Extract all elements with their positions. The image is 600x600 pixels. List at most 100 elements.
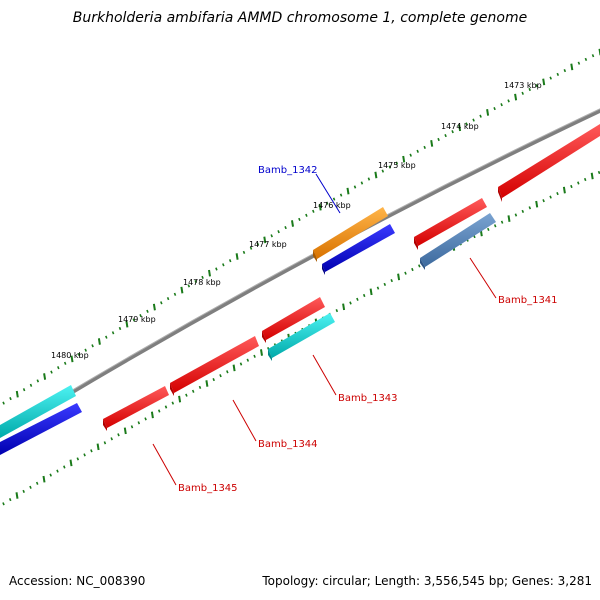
tick-mark bbox=[465, 122, 468, 126]
tick-mark bbox=[63, 465, 66, 469]
tick-mark bbox=[500, 220, 504, 224]
tick-mark bbox=[528, 206, 532, 210]
inner-tick-track bbox=[2, 170, 600, 506]
tick-mark bbox=[178, 395, 182, 403]
callout-line-bamb-1343 bbox=[312, 354, 337, 396]
tick-mark bbox=[194, 280, 197, 284]
chromosome-backbone-highlight bbox=[0, 108, 600, 435]
tick-mark bbox=[514, 213, 518, 217]
tick-mark bbox=[263, 236, 267, 244]
tick-mark bbox=[96, 443, 100, 451]
tick-mark bbox=[570, 63, 574, 71]
tick-mark bbox=[212, 378, 215, 382]
tick-mark bbox=[590, 172, 594, 180]
scale-label-1474: 1474 kbp bbox=[441, 122, 479, 131]
callout-line-bamb-1344 bbox=[232, 399, 257, 442]
outer-tick-track bbox=[2, 48, 600, 405]
tick-mark bbox=[570, 184, 573, 189]
tick-mark bbox=[35, 481, 39, 485]
tick-mark bbox=[201, 275, 204, 279]
callout-line-bamb-1342 bbox=[315, 173, 341, 214]
tick-mark bbox=[166, 297, 170, 301]
tick-mark bbox=[409, 153, 412, 157]
tick-mark bbox=[260, 349, 263, 356]
gene-feature-bamb-1343[interactable] bbox=[268, 313, 335, 361]
tick-mark bbox=[591, 54, 595, 58]
gene-feature-bamb-1341-red[interactable] bbox=[414, 198, 487, 250]
tick-mark bbox=[118, 326, 122, 331]
genome-summary-text: Topology: circular; Length: 3,556,545 bp… bbox=[262, 574, 592, 588]
scale-label-1475: 1475 kbp bbox=[378, 161, 416, 170]
gene-feature-bamb-1341[interactable] bbox=[420, 213, 496, 270]
tick-mark bbox=[437, 137, 440, 142]
tick-mark bbox=[472, 118, 475, 122]
tick-mark bbox=[57, 366, 60, 370]
tick-mark bbox=[342, 303, 346, 311]
tick-mark bbox=[458, 124, 462, 132]
tick-mark bbox=[15, 492, 19, 499]
tick-mark bbox=[346, 187, 350, 195]
tick-mark bbox=[430, 140, 434, 147]
tick-mark bbox=[208, 269, 211, 277]
tick-mark bbox=[97, 338, 101, 345]
tick-mark bbox=[390, 279, 393, 283]
tick-mark bbox=[191, 389, 195, 393]
tick-mark bbox=[535, 200, 539, 208]
tick-mark bbox=[556, 72, 560, 76]
gene-feature-bamb-1344[interactable] bbox=[170, 336, 259, 396]
tick-mark bbox=[43, 373, 47, 380]
tick-mark bbox=[369, 288, 373, 296]
tick-mark bbox=[180, 286, 184, 294]
gene-feature-blue-center[interactable] bbox=[322, 224, 395, 275]
tick-mark bbox=[157, 409, 161, 413]
gene-label-bamb-1341[interactable]: Bamb_1341 bbox=[498, 295, 558, 306]
tick-mark bbox=[242, 250, 246, 254]
tick-mark bbox=[152, 303, 156, 311]
tick-mark bbox=[84, 348, 87, 352]
tick-mark bbox=[253, 354, 256, 358]
tick-mark bbox=[105, 335, 108, 339]
tick-mark bbox=[22, 489, 25, 493]
tick-mark bbox=[36, 379, 40, 383]
gene-feature-red-top-right[interactable] bbox=[498, 124, 600, 202]
tick-mark bbox=[597, 170, 600, 175]
tick-mark bbox=[562, 186, 566, 194]
tick-mark bbox=[381, 169, 385, 173]
tick-mark bbox=[514, 93, 518, 101]
gene-feature-bamb-1345[interactable] bbox=[103, 386, 169, 431]
tick-mark bbox=[507, 215, 511, 222]
tick-mark bbox=[418, 264, 421, 268]
gene-label-bamb-1344[interactable]: Bamb_1344 bbox=[258, 439, 318, 450]
gene-feature-cyan-left[interactable] bbox=[0, 385, 76, 438]
tick-mark bbox=[383, 282, 387, 286]
callout-line-bamb-1341 bbox=[469, 257, 497, 299]
tick-mark bbox=[83, 453, 86, 457]
gene-label-bamb-1343[interactable]: Bamb_1343 bbox=[338, 393, 398, 404]
gene-label-bamb-1345[interactable]: Bamb_1345 bbox=[178, 483, 238, 494]
tick-mark bbox=[132, 318, 136, 322]
tick-mark bbox=[103, 441, 107, 445]
tick-mark bbox=[164, 405, 168, 409]
gene-feature-bamb-1343-red[interactable] bbox=[262, 297, 325, 343]
tick-mark bbox=[549, 195, 552, 199]
tick-mark bbox=[583, 177, 587, 182]
tick-mark bbox=[137, 421, 141, 425]
tick-mark bbox=[249, 246, 253, 250]
tick-mark bbox=[556, 192, 559, 196]
gene-label-bamb-1342[interactable]: Bamb_1342 bbox=[258, 165, 318, 176]
tick-mark bbox=[15, 390, 19, 398]
tick-mark bbox=[584, 57, 588, 61]
map-title: Burkholderia ambifaria AMMD chromosome 1… bbox=[72, 10, 528, 26]
gene-feature-blue-left[interactable] bbox=[0, 403, 82, 455]
tick-mark bbox=[144, 417, 147, 421]
tick-mark bbox=[305, 213, 308, 217]
tick-mark bbox=[404, 271, 407, 275]
tick-mark bbox=[173, 292, 177, 296]
tick-mark bbox=[416, 149, 419, 153]
tick-mark bbox=[493, 224, 497, 228]
tick-mark bbox=[205, 380, 209, 387]
tick-mark bbox=[423, 145, 426, 149]
gene-feature-bamb-1342[interactable] bbox=[313, 207, 388, 262]
tick-mark bbox=[493, 107, 496, 111]
